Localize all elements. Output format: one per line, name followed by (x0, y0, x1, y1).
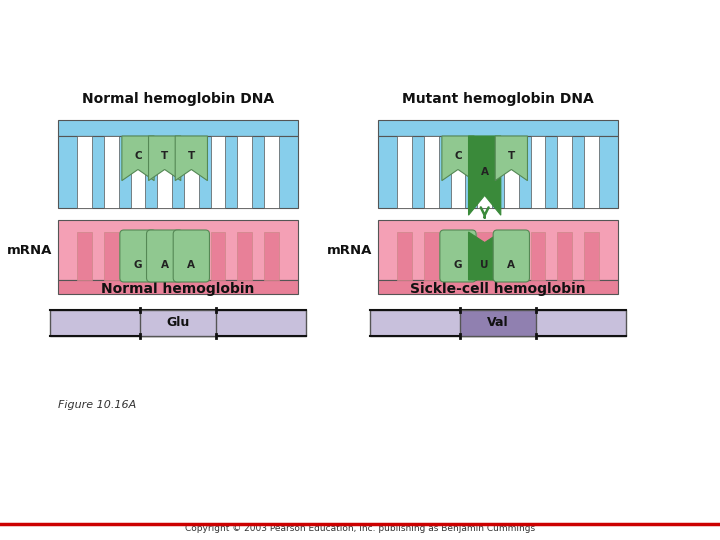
Bar (58, 280, 298, 294)
Bar (140, 310, 217, 336)
Bar (158, 136, 172, 208)
Bar (504, 232, 518, 280)
Text: G: G (454, 260, 462, 269)
Text: T: T (508, 151, 515, 161)
Text: mRNA: mRNA (327, 244, 372, 256)
Text: G: G (134, 260, 143, 269)
Bar (104, 136, 119, 208)
Text: T: T (188, 151, 195, 161)
Polygon shape (469, 136, 501, 215)
Bar (211, 232, 225, 280)
Bar (378, 280, 618, 294)
Text: Figure 10.16A: Figure 10.16A (58, 400, 136, 410)
Bar (238, 232, 252, 280)
Text: Mutant hemoglobin DNA: Mutant hemoglobin DNA (402, 92, 594, 106)
Text: C: C (454, 151, 462, 161)
Text: A: A (187, 260, 195, 269)
Bar (504, 136, 518, 208)
Bar (424, 136, 438, 208)
Text: A: A (481, 167, 489, 177)
Bar (531, 136, 545, 208)
FancyBboxPatch shape (174, 230, 210, 282)
Text: mRNA: mRNA (6, 244, 52, 256)
Bar (58, 220, 298, 280)
Text: Normal hemoglobin DNA: Normal hemoglobin DNA (82, 92, 274, 106)
Bar (557, 136, 572, 208)
Polygon shape (469, 232, 501, 280)
Text: A: A (161, 260, 168, 269)
Bar (238, 136, 252, 208)
Text: T: T (161, 151, 168, 161)
Bar (378, 136, 618, 208)
Bar (378, 220, 618, 280)
Bar (130, 232, 145, 280)
Text: Val: Val (487, 316, 509, 329)
Bar (50, 310, 306, 336)
Bar (370, 310, 626, 336)
FancyBboxPatch shape (440, 230, 476, 282)
Bar (58, 136, 298, 208)
Bar (477, 136, 492, 208)
FancyBboxPatch shape (120, 230, 156, 282)
Polygon shape (442, 136, 474, 181)
Text: Normal hemoglobin: Normal hemoglobin (102, 282, 255, 296)
Bar (264, 232, 279, 280)
Bar (264, 136, 279, 208)
Polygon shape (495, 136, 528, 181)
Bar (477, 232, 492, 280)
Text: U: U (480, 260, 489, 269)
Bar (557, 232, 572, 280)
Bar (158, 232, 172, 280)
Bar (459, 310, 536, 336)
Bar (77, 136, 92, 208)
Bar (378, 120, 618, 136)
Bar (397, 136, 412, 208)
Bar (451, 136, 465, 208)
Bar (184, 232, 199, 280)
Bar (451, 232, 465, 280)
Bar (58, 120, 298, 136)
Text: A: A (508, 260, 516, 269)
Text: Sickle-cell hemoglobin: Sickle-cell hemoglobin (410, 282, 586, 296)
FancyBboxPatch shape (493, 230, 529, 282)
Bar (211, 136, 225, 208)
Text: C: C (134, 151, 142, 161)
Text: Copyright © 2003 Pearson Education, Inc. publishing as Benjamin Cummings: Copyright © 2003 Pearson Education, Inc.… (185, 524, 535, 533)
Bar (104, 232, 119, 280)
Bar (531, 232, 545, 280)
Bar (397, 232, 412, 280)
Bar (584, 136, 598, 208)
Bar (130, 136, 145, 208)
Polygon shape (148, 136, 181, 181)
Text: Glu: Glu (166, 316, 189, 329)
Bar (184, 136, 199, 208)
Bar (424, 232, 438, 280)
Polygon shape (122, 136, 154, 181)
FancyBboxPatch shape (147, 230, 183, 282)
Bar (584, 232, 598, 280)
Bar (77, 232, 92, 280)
Polygon shape (175, 136, 207, 181)
